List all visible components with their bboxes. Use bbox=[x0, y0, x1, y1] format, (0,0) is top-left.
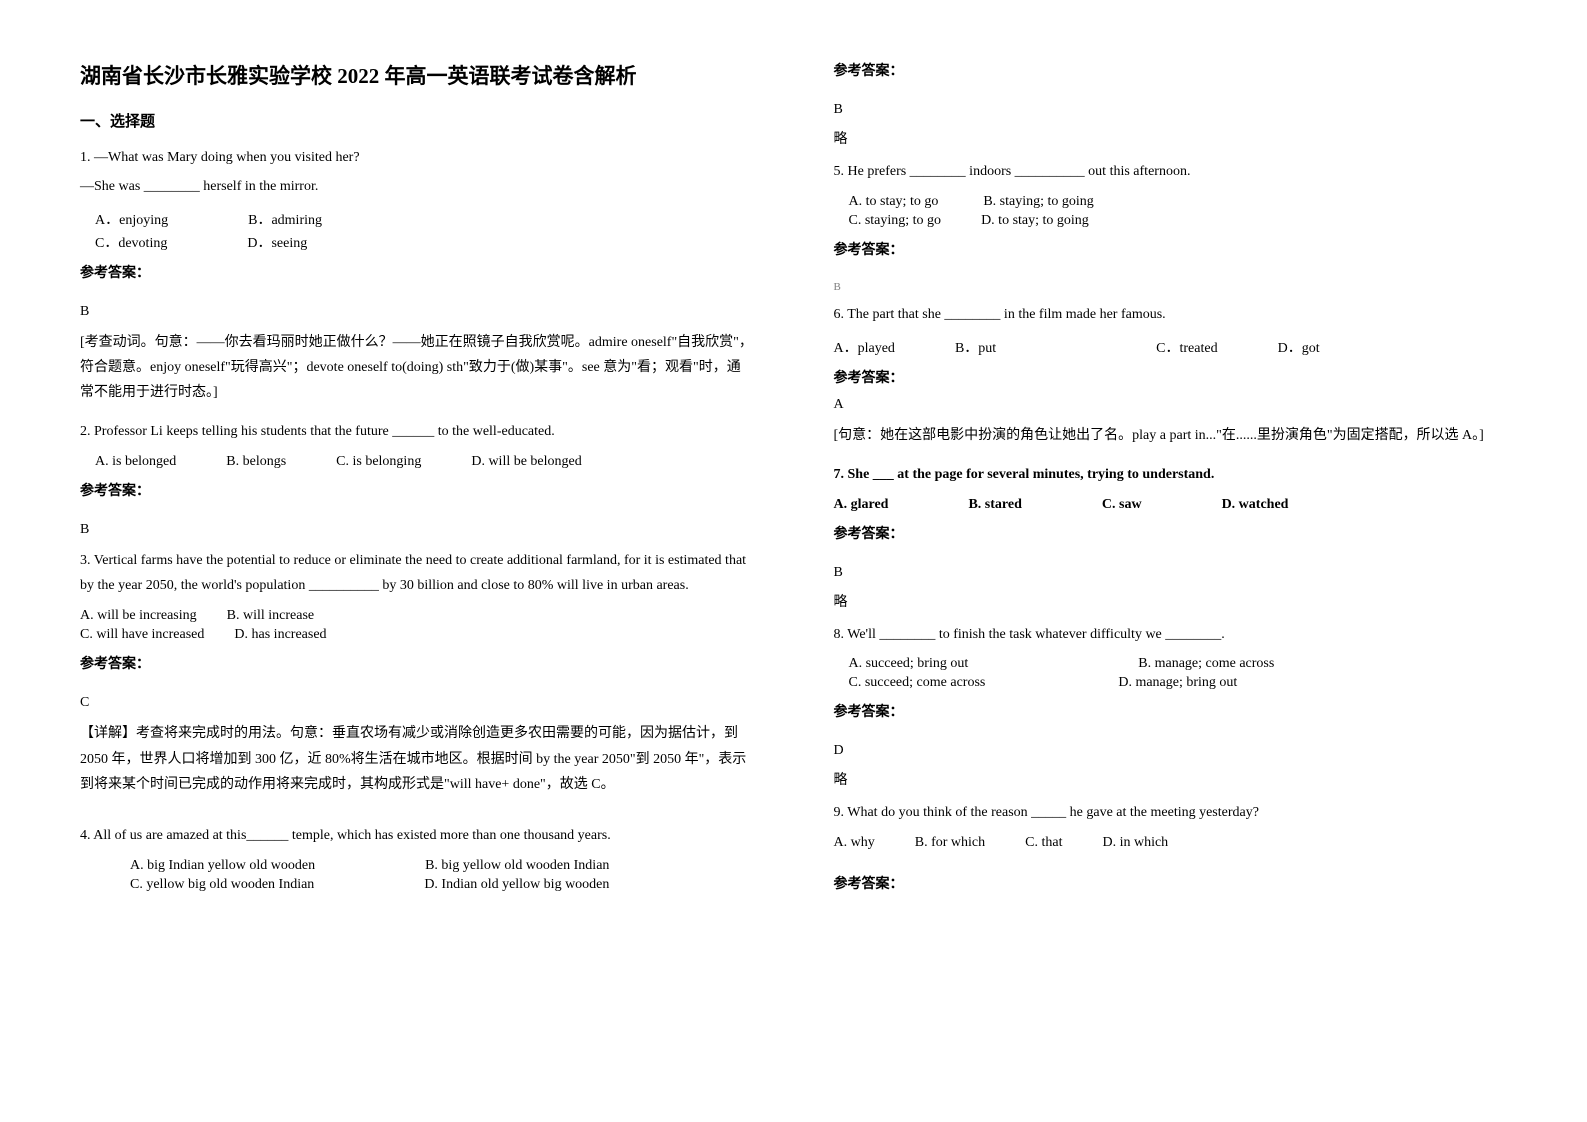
q4-optA: A. big Indian yellow old wooden bbox=[130, 858, 315, 874]
q5-answer-label: 参考答案： bbox=[834, 239, 1508, 259]
q8-optC: C. succeed; come across bbox=[849, 675, 986, 691]
q8-skip: 略 bbox=[834, 769, 1508, 789]
q8-optD: D. manage; bring out bbox=[1118, 675, 1237, 691]
q7-answer-label: 参考答案： bbox=[834, 523, 1508, 543]
q1-answer-label: 参考答案： bbox=[80, 262, 754, 282]
q7-optD: D. watched bbox=[1222, 497, 1289, 513]
q1-explanation: [考查动词。句意：——你去看玛丽时她正做什么？——她正在照镜子自我欣赏呢。adm… bbox=[80, 330, 754, 406]
q7-text: 7. She ___ at the page for several minut… bbox=[834, 463, 1508, 487]
q1-answer: B bbox=[80, 304, 754, 320]
q9-options: A. why B. for which C. that D. in which bbox=[834, 835, 1508, 851]
q4-text: 4. All of us are amazed at this______ te… bbox=[80, 824, 754, 848]
q6-options: A．played B．put C．treated D．got bbox=[834, 337, 1508, 357]
q3-answer: C bbox=[80, 695, 754, 711]
q2-optB: B. belongs bbox=[226, 454, 286, 470]
q4-answer: B bbox=[834, 102, 1508, 118]
q2-options: A. is belonged B. belongs C. is belongin… bbox=[95, 454, 754, 470]
q8-answer-label: 参考答案： bbox=[834, 701, 1508, 721]
q7-options: A. glared B. stared C. saw D. watched bbox=[834, 497, 1508, 513]
q3-text: 3. Vertical farms have the potential to … bbox=[80, 548, 754, 598]
q4-answer-label: 参考答案： bbox=[834, 60, 1508, 80]
q8-text: 8. We'll ________ to finish the task wha… bbox=[834, 623, 1508, 647]
q1-options: A．enjoying B．admiring C．devoting D．seein… bbox=[95, 209, 754, 252]
q6-optD: D．got bbox=[1278, 337, 1320, 357]
q6-optB: B．put bbox=[955, 337, 996, 357]
q5-options: A. to stay; to go B. staying; to going C… bbox=[849, 194, 1508, 229]
q4-optB: B. big yellow old wooden Indian bbox=[425, 858, 609, 874]
q3-optC: C. will have increased bbox=[80, 627, 204, 643]
q5-answer: B bbox=[834, 281, 1508, 293]
q8-options: A. succeed; bring out B. manage; come ac… bbox=[849, 656, 1508, 691]
q2-optC: C. is belonging bbox=[336, 454, 421, 470]
q6-answer-label: 参考答案： bbox=[834, 367, 1508, 387]
q1-line1: 1. —What was Mary doing when you visited… bbox=[80, 146, 754, 170]
q4-optD: D. Indian old yellow big wooden bbox=[424, 877, 609, 893]
q3-optD: D. has increased bbox=[234, 627, 326, 643]
q4-optC: C. yellow big old wooden Indian bbox=[130, 877, 314, 893]
q2-answer: B bbox=[80, 522, 754, 538]
q7-optA: A. glared bbox=[834, 497, 889, 513]
q1-optD: D．seeing bbox=[247, 232, 307, 252]
q8-optB: B. manage; come across bbox=[1138, 656, 1274, 672]
q9-optD: D. in which bbox=[1102, 835, 1168, 851]
left-column: 湖南省长沙市长雅实验学校 2022 年高一英语联考试卷含解析 一、选择题 1. … bbox=[80, 60, 754, 903]
q7-optB: B. stared bbox=[968, 497, 1021, 513]
q9-optA: A. why bbox=[834, 835, 875, 851]
q8-answer: D bbox=[834, 743, 1508, 759]
q1-optC: C．devoting bbox=[95, 232, 167, 252]
page-container: 湖南省长沙市长雅实验学校 2022 年高一英语联考试卷含解析 一、选择题 1. … bbox=[80, 60, 1507, 903]
q1-optA: A．enjoying bbox=[95, 209, 168, 229]
q9-text: 9. What do you think of the reason _____… bbox=[834, 801, 1508, 825]
q2-optD: D. will be belonged bbox=[471, 454, 581, 470]
q4-skip: 略 bbox=[834, 128, 1508, 148]
q7-skip: 略 bbox=[834, 591, 1508, 611]
q6-explanation: [句意：她在这部电影中扮演的角色让她出了名。play a part in..."… bbox=[834, 423, 1508, 448]
q9-optC: C. that bbox=[1025, 835, 1062, 851]
page-title: 湖南省长沙市长雅实验学校 2022 年高一英语联考试卷含解析 bbox=[80, 60, 754, 90]
q3-optA: A. will be increasing bbox=[80, 608, 197, 624]
q7-answer: B bbox=[834, 565, 1508, 581]
right-column: 参考答案： B 略 5. He prefers ________ indoors… bbox=[834, 60, 1508, 903]
q5-optC: C. staying; to go bbox=[849, 213, 942, 229]
q6-answer: A bbox=[834, 397, 1508, 413]
q5-text: 5. He prefers ________ indoors _________… bbox=[834, 160, 1508, 184]
q2-text: 2. Professor Li keeps telling his studen… bbox=[80, 420, 754, 444]
q3-answer-label: 参考答案： bbox=[80, 653, 754, 673]
q6-optA: A．played bbox=[834, 337, 895, 357]
q4-options: A. big Indian yellow old wooden B. big y… bbox=[130, 858, 754, 893]
q3-optB: B. will increase bbox=[227, 608, 314, 624]
q5-optB: B. staying; to going bbox=[983, 194, 1093, 210]
q2-answer-label: 参考答案： bbox=[80, 480, 754, 500]
q1-optB: B．admiring bbox=[248, 209, 322, 229]
q9-optB: B. for which bbox=[915, 835, 985, 851]
section-header: 一、选择题 bbox=[80, 110, 754, 131]
q3-options: A. will be increasing B. will increase C… bbox=[80, 608, 754, 643]
q9-answer-label: 参考答案： bbox=[834, 873, 1508, 893]
q2-optA: A. is belonged bbox=[95, 454, 176, 470]
q6-optC: C．treated bbox=[1156, 337, 1217, 357]
q1-line2: —She was ________ herself in the mirror. bbox=[80, 175, 754, 199]
q8-optA: A. succeed; bring out bbox=[849, 656, 969, 672]
q6-text: 6. The part that she ________ in the fil… bbox=[834, 303, 1508, 327]
q3-explanation: 【详解】考查将来完成时的用法。句意：垂直农场有减少或消除创造更多农田需要的可能，… bbox=[80, 721, 754, 797]
q7-optC: C. saw bbox=[1102, 497, 1142, 513]
q5-optA: A. to stay; to go bbox=[849, 194, 939, 210]
q5-optD: D. to stay; to going bbox=[981, 213, 1089, 229]
